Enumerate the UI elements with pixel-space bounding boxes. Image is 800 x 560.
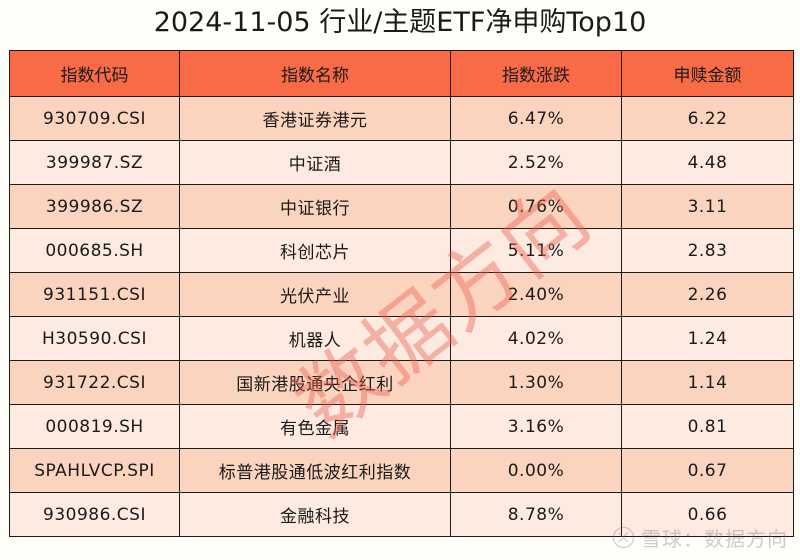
cell-index-name: 标普港股通低波红利指数 — [179, 448, 451, 493]
cell-net-amount: 1.14 — [621, 360, 794, 405]
table-row: 399986.SZ 中证银行 0.76% 3.11 — [9, 184, 794, 229]
etf-table-container: 指数代码 指数名称 指数涨跌 申赎金额 930709.CSI 香港证券港元 6.… — [9, 50, 794, 537]
table-row: 399987.SZ 中证酒 2.52% 4.48 — [9, 140, 794, 185]
table-header-row: 指数代码 指数名称 指数涨跌 申赎金额 — [9, 50, 794, 97]
cell-index-change: 5.11% — [450, 228, 622, 273]
cell-index-change: 0.76% — [450, 184, 622, 229]
cell-index-code: 931151.CSI — [9, 272, 180, 317]
cell-net-amount: 6.22 — [621, 96, 794, 141]
cell-index-code: 000685.SH — [9, 228, 180, 273]
cell-index-change: 2.40% — [450, 272, 622, 317]
cell-index-change: 1.30% — [450, 360, 622, 405]
cell-index-code: 399986.SZ — [9, 184, 180, 229]
brand-watermark: 雪球：数据方向 — [612, 523, 788, 552]
table-row: 931151.CSI 光伏产业 2.40% 2.26 — [9, 272, 794, 317]
cell-index-code: 930986.CSI — [9, 492, 180, 537]
column-header-net-amount: 申赎金额 — [621, 50, 794, 97]
cell-index-name: 机器人 — [179, 316, 451, 361]
cell-net-amount: 2.26 — [621, 272, 794, 317]
cell-net-amount: 0.66 — [621, 492, 794, 537]
cell-index-code: H30590.CSI — [9, 316, 180, 361]
xueqiu-logo-icon — [612, 526, 635, 549]
cell-index-change: 6.47% — [450, 96, 622, 141]
column-header-index-name: 指数名称 — [179, 50, 451, 97]
cell-index-code: 399987.SZ — [9, 140, 180, 185]
cell-net-amount: 0.67 — [621, 448, 794, 493]
cell-index-name: 中证银行 — [179, 184, 451, 229]
column-header-index-change: 指数涨跌 — [450, 50, 622, 97]
cell-index-name: 科创芯片 — [179, 228, 451, 273]
table-body: 930709.CSI 香港证券港元 6.47% 6.22 399987.SZ 中… — [9, 96, 794, 537]
column-header-index-code: 指数代码 — [9, 50, 180, 97]
cell-index-code: SPAHLVCP.SPI — [9, 448, 180, 493]
table-row: H30590.CSI 机器人 4.02% 1.24 — [9, 316, 794, 361]
cell-index-name: 光伏产业 — [179, 272, 451, 317]
cell-index-name: 中证酒 — [179, 140, 451, 185]
cell-index-name: 国新港股通央企红利 — [179, 360, 451, 405]
cell-net-amount: 4.48 — [621, 140, 794, 185]
cell-index-change: 0.00% — [450, 448, 622, 493]
cell-index-change: 3.16% — [450, 404, 622, 449]
brand-watermark-text: 雪球：数据方向 — [641, 527, 788, 551]
table-header: 指数代码 指数名称 指数涨跌 申赎金额 — [9, 50, 794, 97]
cell-net-amount: 1.24 — [621, 316, 794, 361]
cell-net-amount: 2.83 — [621, 228, 794, 273]
cell-index-name: 香港证券港元 — [179, 96, 451, 141]
cell-index-name: 有色金属 — [179, 404, 451, 449]
table-row: 000685.SH 科创芯片 5.11% 2.83 — [9, 228, 794, 273]
cell-index-code: 000819.SH — [9, 404, 180, 449]
table-row: 930709.CSI 香港证券港元 6.47% 6.22 — [9, 96, 794, 141]
table-row: 931722.CSI 国新港股通央企红利 1.30% 1.14 — [9, 360, 794, 405]
cell-index-code: 931722.CSI — [9, 360, 180, 405]
table-row: 930986.CSI 金融科技 8.78% 0.66 — [9, 492, 794, 537]
cell-net-amount: 0.81 — [621, 404, 794, 449]
cell-net-amount: 3.11 — [621, 184, 794, 229]
cell-index-change: 8.78% — [450, 492, 622, 537]
cell-index-change: 2.52% — [450, 140, 622, 185]
cell-index-code: 930709.CSI — [9, 96, 180, 141]
table-row: SPAHLVCP.SPI 标普港股通低波红利指数 0.00% 0.67 — [9, 448, 794, 493]
cell-index-name: 金融科技 — [179, 492, 451, 537]
page-title: 2024-11-05 行业/主题ETF净申购Top10 — [153, 7, 647, 38]
cell-index-change: 4.02% — [450, 316, 622, 361]
table-row: 000819.SH 有色金属 3.16% 0.81 — [9, 404, 794, 449]
etf-ranking-table: 指数代码 指数名称 指数涨跌 申赎金额 930709.CSI 香港证券港元 6.… — [9, 50, 794, 537]
